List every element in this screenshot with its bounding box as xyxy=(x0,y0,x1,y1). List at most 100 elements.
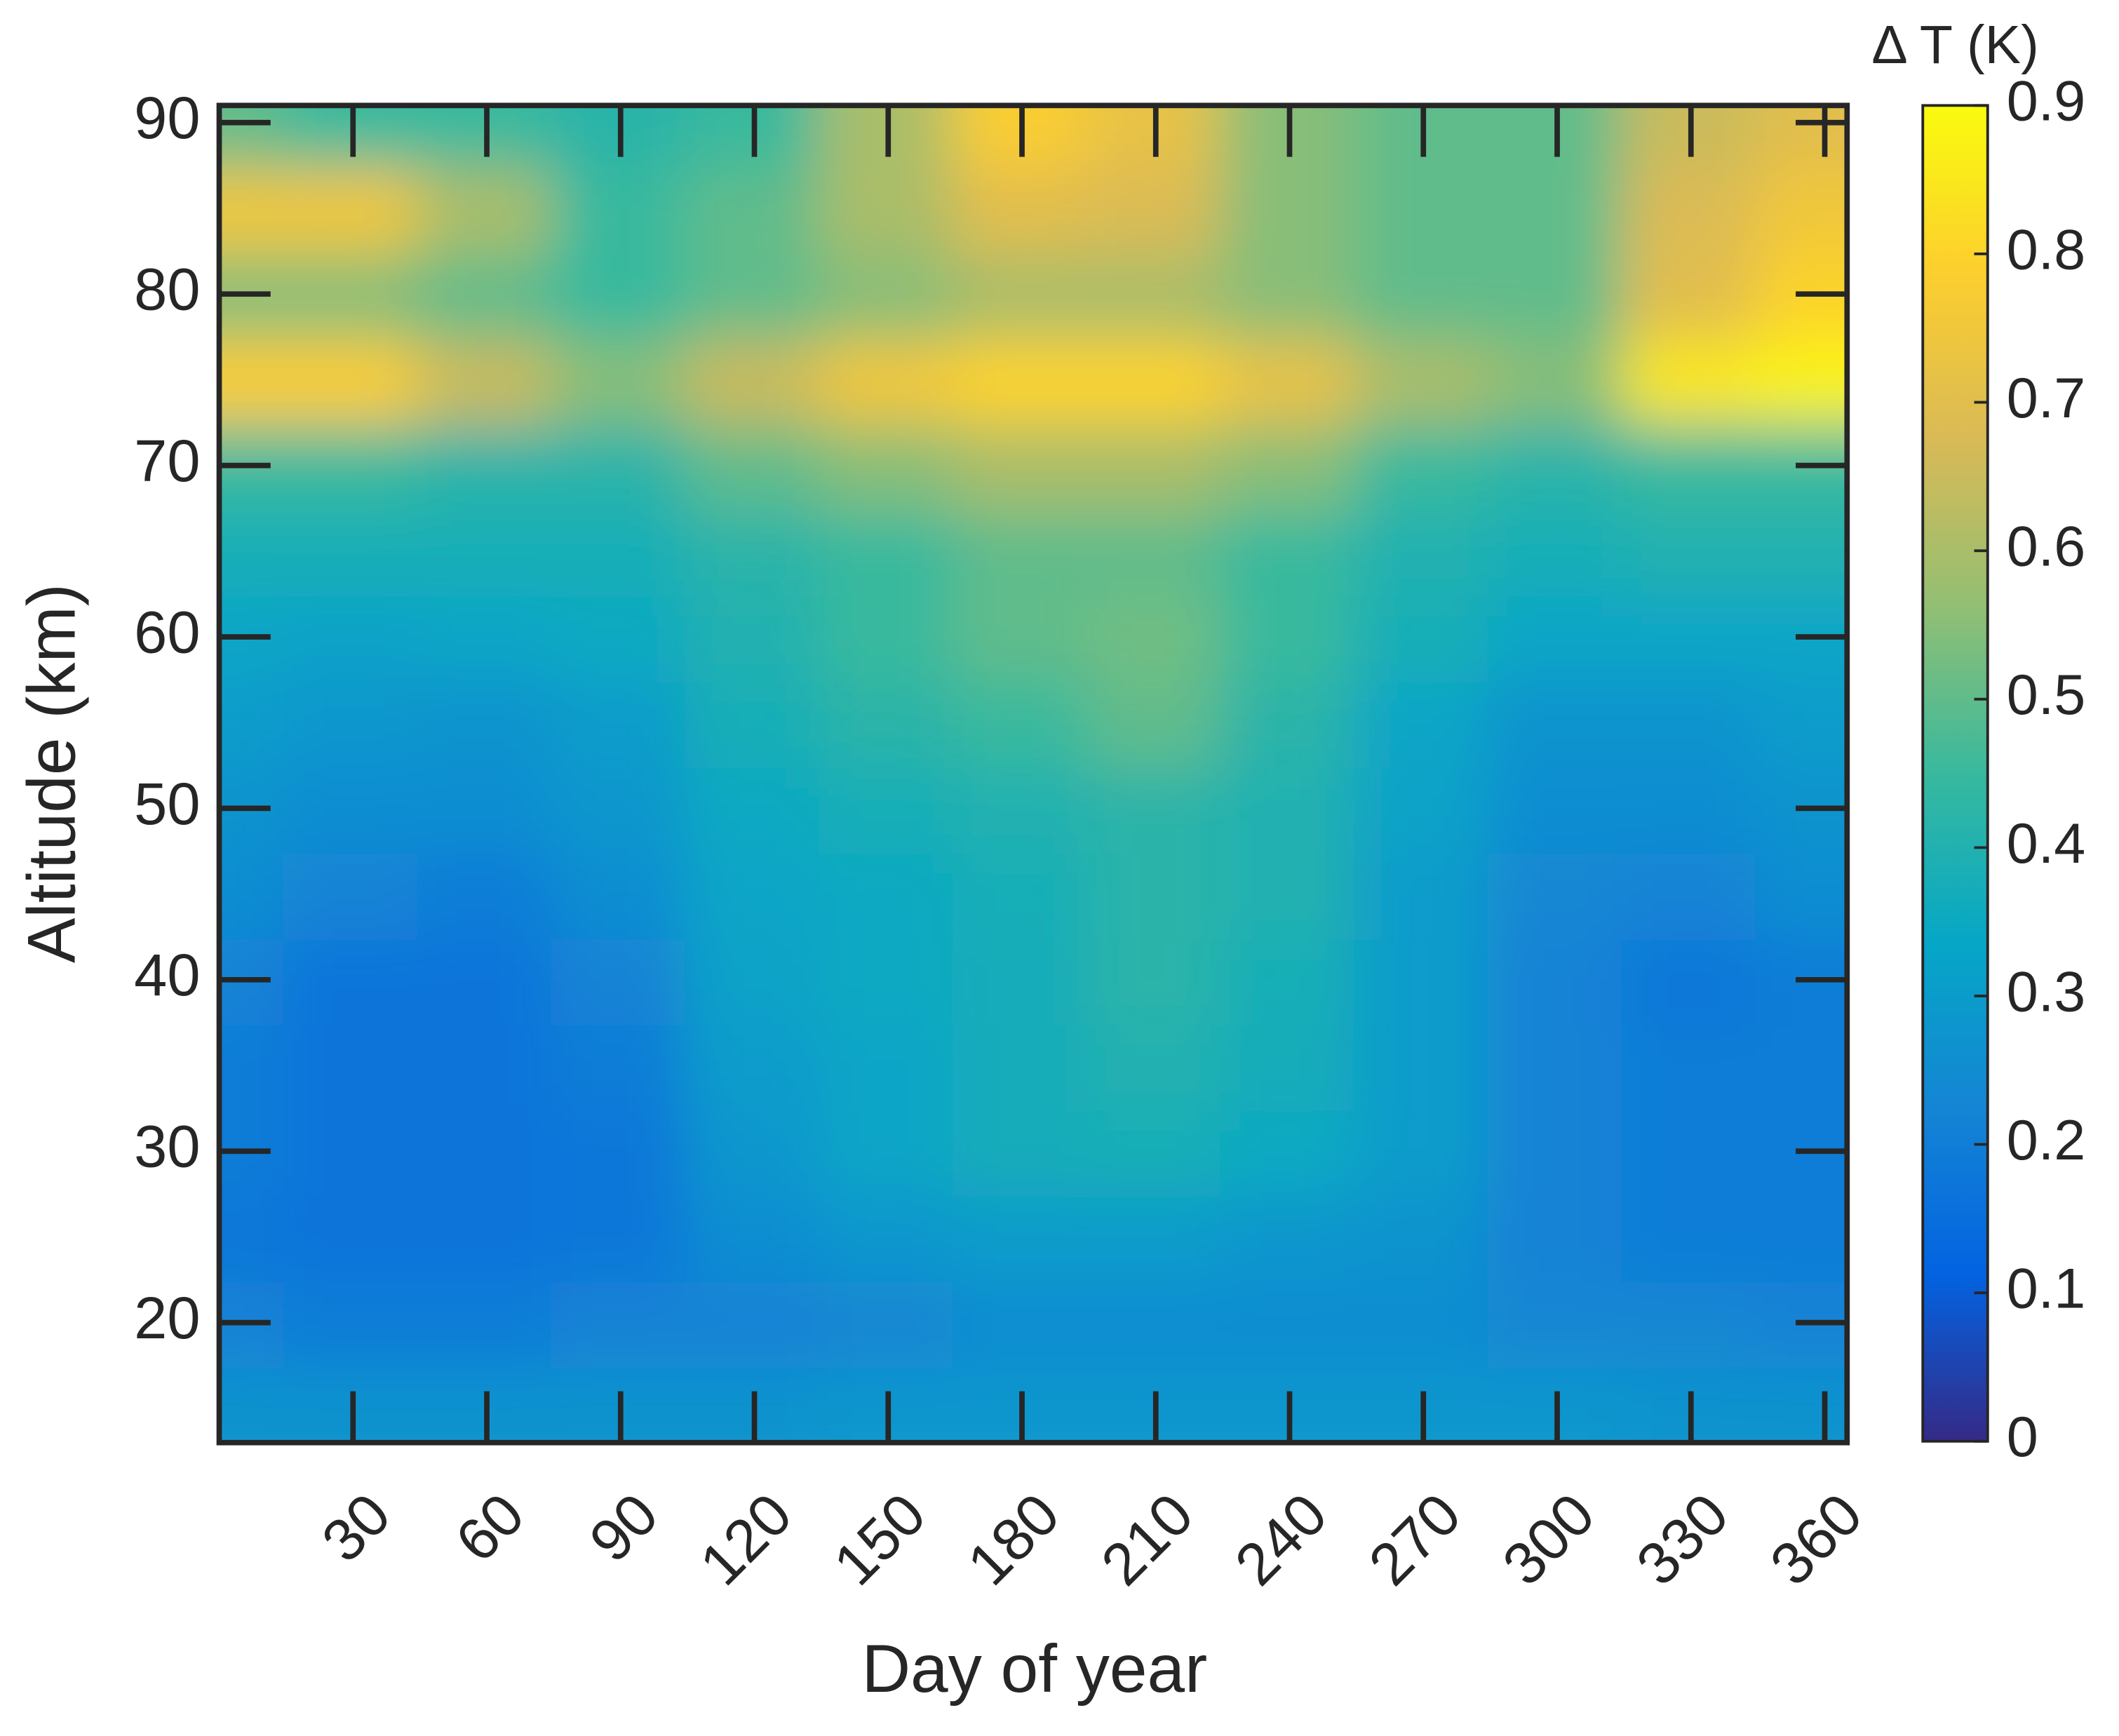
heatmap-cell xyxy=(1487,591,1627,682)
heatmap-cell xyxy=(952,163,1092,254)
heatmap-cell xyxy=(1487,677,1627,769)
heatmap-cell xyxy=(952,1191,1092,1283)
heatmap-cell xyxy=(1220,934,1359,1025)
heatmap-cell xyxy=(1621,248,1761,340)
heatmap-cell xyxy=(685,848,824,940)
heatmap-cell xyxy=(952,677,1092,769)
heatmap-cell xyxy=(952,848,1092,940)
heatmap-cell xyxy=(819,1277,958,1368)
heatmap-cell xyxy=(417,934,557,1025)
heatmap-cell xyxy=(283,505,423,597)
heatmap-cell xyxy=(685,248,824,340)
heatmap-cell xyxy=(283,591,423,682)
heatmap-cell xyxy=(1354,505,1493,597)
x-tick-label: 240 xyxy=(1222,1481,1339,1598)
heatmap-cell xyxy=(1354,591,1493,682)
x-tick-label: 210 xyxy=(1089,1481,1206,1598)
heatmap-cell xyxy=(219,163,289,254)
heatmap-cell xyxy=(1755,677,1848,769)
heatmap-cell xyxy=(1755,163,1848,254)
colorbar-tick-label: 0 xyxy=(2007,1406,2038,1469)
heatmap-cell xyxy=(1354,934,1493,1025)
heatmap-cell xyxy=(1220,163,1359,254)
x-tick-label: 360 xyxy=(1757,1481,1874,1598)
heatmap-cell xyxy=(685,934,824,1025)
y-tick-label: 50 xyxy=(134,770,200,837)
heatmap-cell xyxy=(219,105,289,168)
heatmap-cell xyxy=(417,1020,557,1111)
colorbar-label: Δ T (K) xyxy=(1871,15,2039,75)
heatmap-cell xyxy=(1354,1020,1493,1111)
heatmap-cell xyxy=(1487,1191,1627,1283)
heatmap-cell xyxy=(417,334,557,426)
heatmap-cell xyxy=(685,334,824,426)
heatmap-cell xyxy=(1086,248,1225,340)
heatmap-cell xyxy=(1220,591,1359,682)
heatmap-cell xyxy=(417,1105,557,1197)
heatmap-cell xyxy=(1354,248,1493,340)
heatmap-cell xyxy=(283,1020,423,1111)
heatmap-cell xyxy=(819,334,958,426)
colorbar-tick-label: 0.4 xyxy=(2007,812,2086,875)
heatmap-cell xyxy=(952,505,1092,597)
heatmap-cell xyxy=(283,934,423,1025)
heatmap-cell xyxy=(685,1105,824,1197)
heatmap-cell xyxy=(417,591,557,682)
x-tick-label: 270 xyxy=(1356,1481,1473,1598)
heatmap-cell xyxy=(283,1191,423,1283)
heatmap-cell xyxy=(1487,762,1627,854)
heatmap-cell xyxy=(1220,505,1359,597)
plot-frame xyxy=(216,102,1850,1446)
x-tick-label: 330 xyxy=(1624,1481,1741,1598)
heatmap-cell xyxy=(1354,1277,1493,1368)
heatmap-cell xyxy=(417,1191,557,1283)
y-tick-label: 20 xyxy=(134,1284,200,1351)
heatmap-cell xyxy=(1086,334,1225,426)
heatmap-cell xyxy=(1354,1191,1493,1283)
heatmap-area xyxy=(219,105,1848,1443)
heatmap-cell xyxy=(1487,505,1627,597)
heatmap-cell xyxy=(1755,105,1848,168)
heatmap-cell xyxy=(1354,848,1493,940)
heatmap-cell xyxy=(551,1105,690,1197)
heatmap-cell xyxy=(1755,505,1848,597)
heatmap-cell xyxy=(1220,677,1359,769)
colorbar-tick-label: 0.2 xyxy=(2007,1109,2086,1172)
heatmap-cell xyxy=(685,762,824,854)
heatmap-cell xyxy=(417,762,557,854)
heatmap-cell xyxy=(685,677,824,769)
heatmap-cell xyxy=(283,1105,423,1197)
heatmap-cell xyxy=(685,1191,824,1283)
heatmap-cell xyxy=(952,762,1092,854)
heatmap-cell xyxy=(952,1277,1092,1368)
heatmap-cell xyxy=(685,505,824,597)
heatmap-cell xyxy=(1354,1105,1493,1197)
heatmap-cells xyxy=(219,105,1848,1443)
heatmap-cell xyxy=(283,848,423,940)
colorbar-tick-label: 0.6 xyxy=(2007,516,2086,579)
y-tick-label: 90 xyxy=(134,84,200,151)
colorbar-frame xyxy=(1921,104,1989,1443)
heatmap-cell xyxy=(551,677,690,769)
heatmap-cell xyxy=(1487,1105,1627,1197)
heatmap-cell xyxy=(1621,1105,1761,1197)
heatmap-cell xyxy=(1487,248,1627,340)
colorbar xyxy=(1923,105,1988,1441)
heatmap-cell xyxy=(551,934,690,1025)
heatmap-cell xyxy=(551,163,690,254)
heatmap-cell xyxy=(1086,591,1225,682)
heatmap-cell xyxy=(1621,762,1761,854)
heatmap-cell xyxy=(1621,677,1761,769)
heatmap-cell xyxy=(283,334,423,426)
heatmap-cell xyxy=(417,848,557,940)
heatmap-cell xyxy=(417,505,557,597)
heatmap-cell xyxy=(1086,505,1225,597)
heatmap-cell xyxy=(685,163,824,254)
heatmap-cell xyxy=(1621,1277,1761,1368)
heatmap-cell xyxy=(219,1191,289,1283)
heatmap-cell xyxy=(1487,334,1627,426)
x-tick-label: 300 xyxy=(1490,1481,1607,1598)
heatmap-cell xyxy=(1220,248,1359,340)
y-tick-label: 30 xyxy=(134,1113,200,1180)
